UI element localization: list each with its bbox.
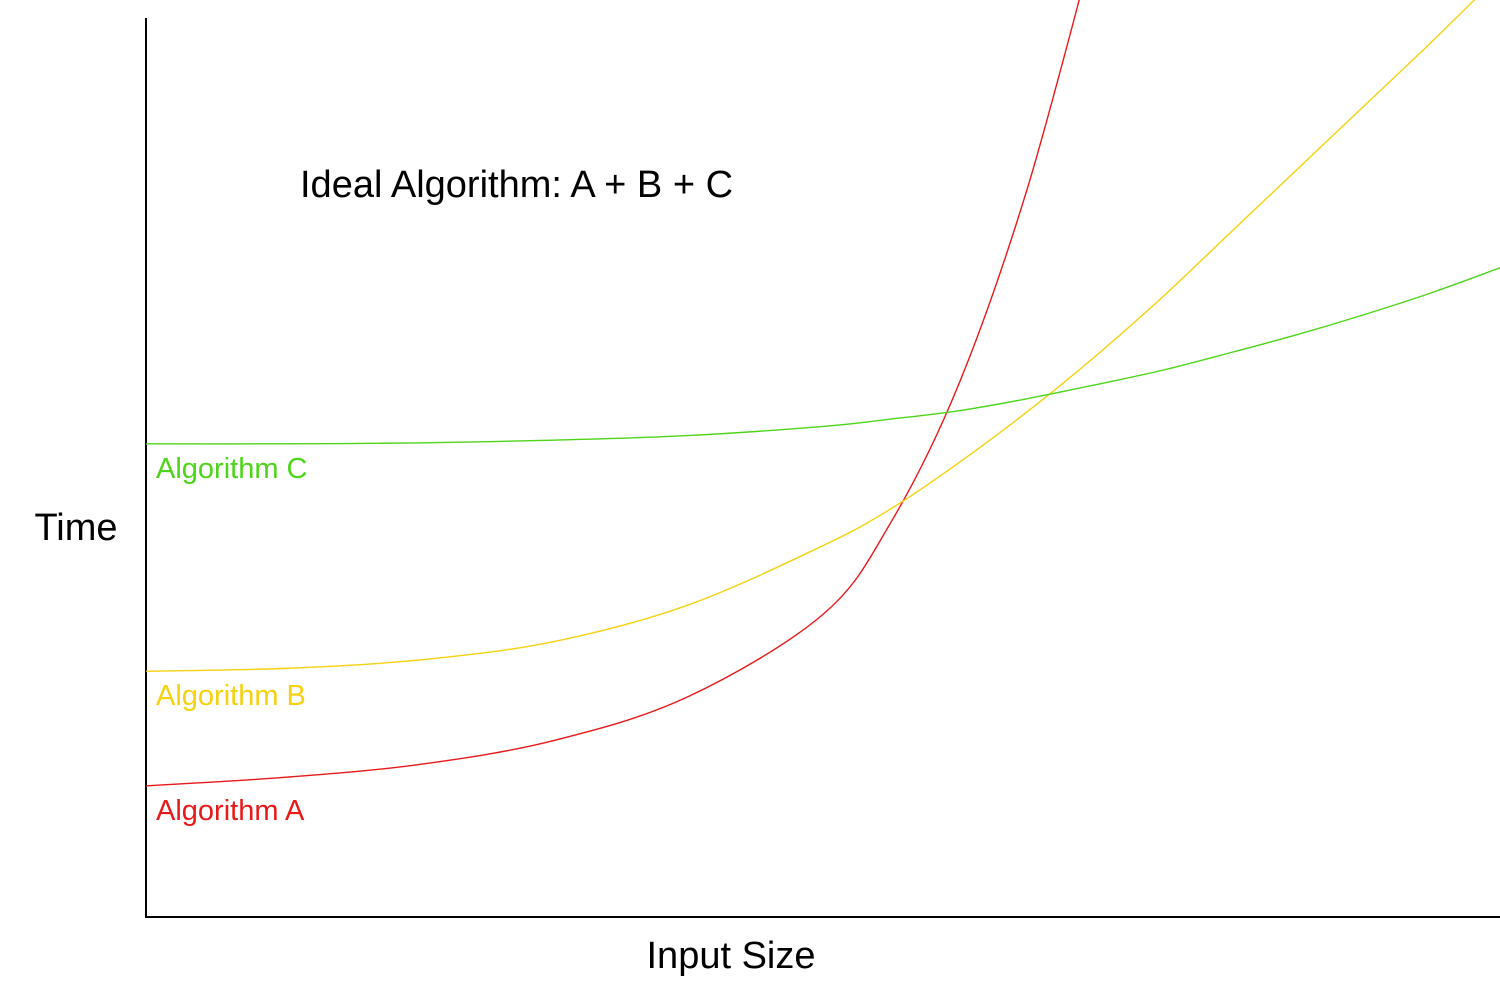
annotation-ideal-algorithm: Ideal Algorithm: A + B + C — [300, 164, 733, 206]
series-label-algorithm-b: Algorithm B — [156, 680, 306, 712]
series-label-algorithm-c: Algorithm C — [156, 453, 308, 485]
x-axis-title: Input Size — [647, 935, 816, 977]
series-line-algorithm-c — [146, 267, 1500, 445]
y-axis-title: Time — [34, 507, 117, 549]
series-labels-group: Algorithm A Algorithm B Algorithm C — [156, 453, 308, 827]
series-label-algorithm-a: Algorithm A — [156, 795, 305, 827]
series-lines-group — [146, 0, 1500, 787]
series-line-algorithm-b — [146, 0, 1476, 672]
series-line-algorithm-a — [146, 0, 1080, 787]
